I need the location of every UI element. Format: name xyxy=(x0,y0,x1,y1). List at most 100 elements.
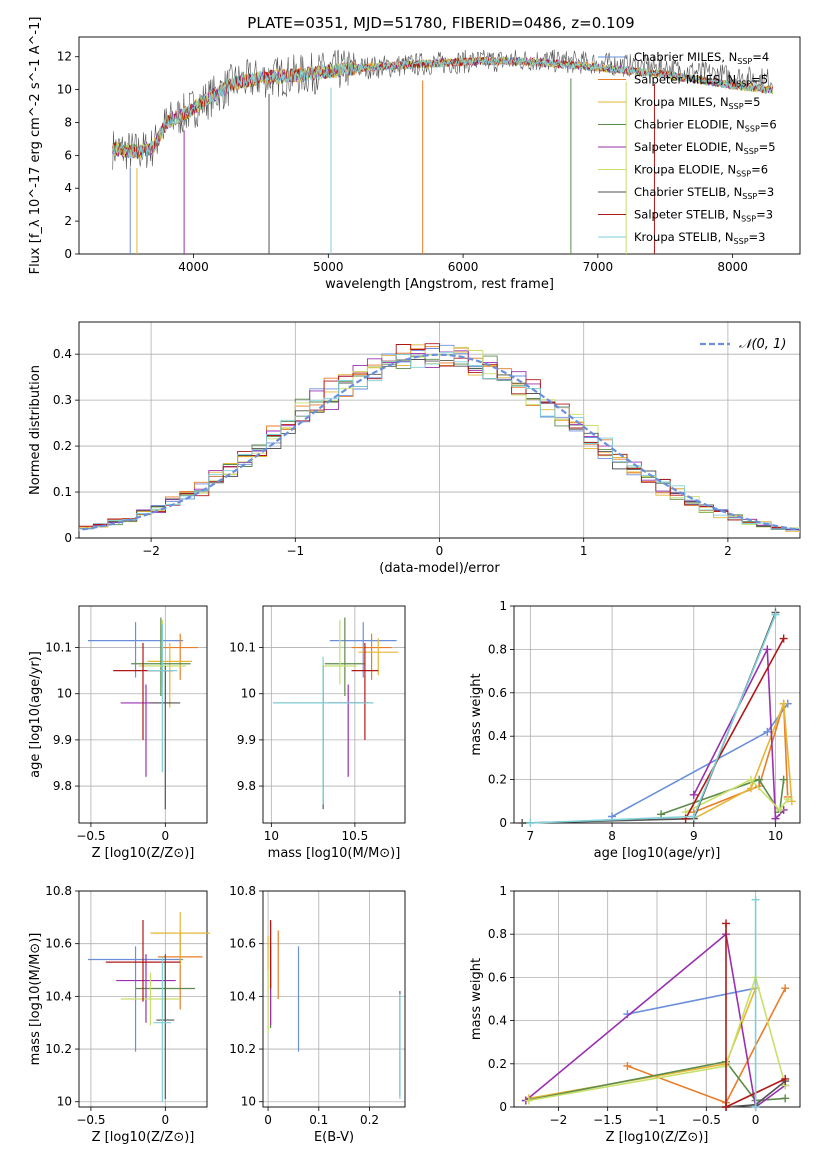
legend-count: =6 xyxy=(760,118,777,132)
legend-subscript: SSP xyxy=(737,57,752,66)
weight-marker xyxy=(787,797,796,806)
x-tick-label: 0 xyxy=(162,1113,170,1127)
legend-count: =3 xyxy=(756,208,773,222)
x-axis-label: (data-model)/error xyxy=(379,561,500,576)
age_weight-panel: 7 8 9 10 0 0.2 0.4 0.6 0.8 1 age [log10(age/yr)] ma… xyxy=(469,599,801,861)
legend-entry: Salpeter ELODIE, NSSP=5 xyxy=(634,140,776,156)
x-tick-label: 0 xyxy=(264,1113,272,1127)
y-tick-label: 9.8 xyxy=(53,779,72,793)
legend-entry: Chabrier STELIB, NSSP=3 xyxy=(634,185,774,201)
y-tick-label: 0.4 xyxy=(488,729,507,743)
x-tick-label: 0 xyxy=(436,544,444,558)
legend-subscript: SSP xyxy=(741,215,756,224)
axes-frame xyxy=(513,605,801,824)
spectrum-legend: Chabrier MILES, NSSP=4 Salpeter MILES, NS… xyxy=(598,50,777,246)
y-tick-label: 10.8 xyxy=(45,884,72,898)
x-tick-label: −1 xyxy=(286,544,304,558)
y-axis-label: age [log10(age/yr)] xyxy=(28,651,43,778)
spectrum-series-8 xyxy=(112,56,773,159)
x-tick-label: 9 xyxy=(690,829,698,843)
y-axis-label: mass weight xyxy=(469,673,484,755)
y-tick-label: 10 xyxy=(241,687,256,701)
weight-marker xyxy=(657,810,666,819)
y-tick-label: 10 xyxy=(241,1095,256,1109)
weight-marker xyxy=(763,727,772,736)
y-tick-label: 0.4 xyxy=(53,347,72,361)
y-tick-label: 10.6 xyxy=(229,937,256,951)
x-tick-label: −0.5 xyxy=(76,1113,105,1127)
axes-frame xyxy=(78,36,801,255)
y-tick-label: 9.9 xyxy=(237,733,256,747)
y-tick-label: 0.8 xyxy=(488,927,507,941)
weight-series-8 xyxy=(530,614,777,824)
y-tick-label: 10.4 xyxy=(229,989,256,1003)
y-tick-label: 4 xyxy=(64,181,72,195)
y-tick-label: 0.3 xyxy=(53,393,72,407)
y-tick-label: 0.2 xyxy=(488,773,507,787)
x-tick-label: 1 xyxy=(580,544,588,558)
legend-subscript: SSP xyxy=(736,170,751,179)
weight-marker xyxy=(746,784,755,793)
legend-entry: Kroupa MILES, NSSP=5 xyxy=(634,95,760,111)
weight-marker xyxy=(781,1094,790,1103)
x-tick-label: −1 xyxy=(648,1113,666,1127)
ebv_mass-panel: 0 0.1 0.2 10 10.2 10.4 10.6 10.8 E(B-V) xyxy=(229,884,406,1145)
y-tick-label: 10.2 xyxy=(229,1042,256,1056)
legend-entry: Chabrier ELODIE, NSSP=6 xyxy=(634,118,777,134)
x-axis-label: wavelength [Angstrom, rest frame] xyxy=(325,277,554,292)
y-axis-label: Flux [f_λ 10^-17 erg cm^-2 s^-1 A^-1] xyxy=(28,17,43,275)
weight-series-2 xyxy=(693,703,793,820)
spectrum-panel: 4000 5000 6000 7000 8000 0 2 4 6 8 10 12 wavelength … xyxy=(28,17,801,292)
weight-marker xyxy=(689,812,698,821)
weight-series-5 xyxy=(528,974,786,1102)
weight-marker xyxy=(781,984,790,993)
axes-frame xyxy=(78,890,208,1108)
weight-marker xyxy=(623,1061,632,1070)
x-tick-label: −0.5 xyxy=(692,1113,721,1127)
legend-count: =4 xyxy=(752,50,769,64)
legend-subscript: SSP xyxy=(734,237,749,246)
weight-marker xyxy=(524,1096,533,1105)
spectrum-data xyxy=(112,49,773,254)
legend-entry: Kroupa ELODIE, NSSP=6 xyxy=(634,163,768,179)
residuals-data xyxy=(79,343,800,533)
x-tick-label: 10 xyxy=(264,829,279,843)
x-tick-label: −0.5 xyxy=(76,829,105,843)
y-tick-label: 0.6 xyxy=(488,686,507,700)
weight-marker xyxy=(771,610,780,619)
y-tick-label: 10 xyxy=(57,1095,72,1109)
y-tick-label: 9.9 xyxy=(53,733,72,747)
weight-marker xyxy=(681,814,690,823)
weight-series-3 xyxy=(525,1060,786,1102)
residuals-panel: −2 −1 0 1 2 0 0.1 0.2 0.3 0.4 (data-model)/error No… xyxy=(28,321,801,576)
x-axis-label: age [log10(age/yr)] xyxy=(594,846,721,861)
y-tick-label: 12 xyxy=(57,50,72,64)
weight-marker xyxy=(779,634,788,643)
x-tick-label: 6000 xyxy=(448,260,479,274)
y-axis-label: Normed distribution xyxy=(28,365,43,495)
normal-legend-label: 𝒩(0, 1) xyxy=(739,337,786,352)
x-axis-label: Z [log10(Z/Z⊙)] xyxy=(92,1130,195,1145)
y-tick-label: 1 xyxy=(499,599,507,613)
y-tick-label: 0 xyxy=(499,1100,507,1114)
y-tick-label: 6 xyxy=(64,148,72,162)
axes-frame xyxy=(513,890,801,1108)
z_mass-panel: −0.5 0 10 10.2 10.4 10.6 10.8 Z [log10(Z/Z⊙)] ma… xyxy=(28,884,210,1145)
legend-subscript: SSP xyxy=(742,192,757,201)
legend-subscript: SSP xyxy=(745,125,760,134)
x-tick-label: 10 xyxy=(768,829,783,843)
x-tick-label: 5000 xyxy=(313,260,344,274)
legend-entry: Salpeter STELIB, NSSP=3 xyxy=(634,208,773,224)
weight-series-4 xyxy=(693,646,785,821)
legend-entry: Salpeter MILES, NSSP=5 xyxy=(634,73,768,89)
y-tick-label: 0.2 xyxy=(53,439,72,453)
z_age-panel: −0.5 0 9.8 9.9 10 10.1 Z [log10(Z/Z⊙)] age [log… xyxy=(28,605,208,861)
x-axis-label: E(B-V) xyxy=(314,1130,354,1145)
legend-subscript: SSP xyxy=(744,147,759,156)
x-tick-label: 2 xyxy=(724,544,732,558)
y-tick-label: 0.4 xyxy=(488,1014,507,1028)
legend-entry: Chabrier MILES, NSSP=4 xyxy=(634,50,769,66)
weight-marker xyxy=(526,819,535,827)
axes-frame xyxy=(78,321,801,539)
